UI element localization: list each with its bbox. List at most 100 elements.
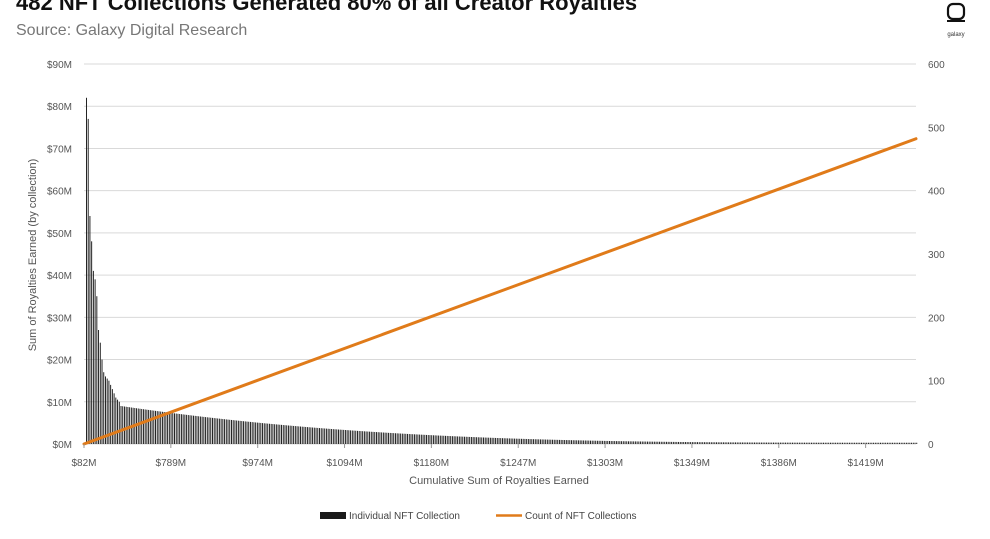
bar bbox=[332, 429, 334, 444]
bar bbox=[855, 442, 857, 444]
bar bbox=[118, 401, 120, 444]
bar bbox=[557, 439, 559, 444]
bar bbox=[205, 417, 207, 444]
bar bbox=[812, 442, 814, 444]
bar bbox=[515, 438, 517, 444]
bar bbox=[274, 424, 276, 444]
bar bbox=[125, 406, 127, 444]
bar bbox=[206, 417, 208, 444]
bar bbox=[861, 442, 862, 444]
bar bbox=[617, 441, 619, 444]
bar bbox=[657, 441, 659, 444]
bar bbox=[329, 428, 331, 444]
bar bbox=[474, 437, 476, 444]
bar bbox=[322, 428, 324, 444]
bar bbox=[564, 440, 566, 444]
bar bbox=[215, 418, 217, 444]
bar bbox=[520, 438, 522, 444]
bar bbox=[92, 270, 94, 444]
bar bbox=[234, 420, 236, 444]
y-right-tick-label: 400 bbox=[928, 187, 945, 198]
bar bbox=[313, 427, 315, 444]
chart-subtitle: Source: Galaxy Digital Research bbox=[16, 22, 248, 39]
bar bbox=[500, 438, 502, 444]
bar bbox=[441, 435, 443, 444]
bar bbox=[231, 419, 232, 444]
legend-label-bars: Individual NFT Collection bbox=[349, 511, 460, 522]
bar bbox=[251, 422, 253, 444]
bar bbox=[886, 442, 888, 444]
bar bbox=[298, 426, 300, 444]
bar bbox=[287, 425, 289, 444]
bar bbox=[819, 442, 821, 444]
bar bbox=[688, 442, 690, 444]
bar bbox=[339, 429, 341, 444]
bar bbox=[909, 442, 911, 444]
bar bbox=[804, 442, 806, 444]
bar bbox=[733, 442, 735, 444]
bar bbox=[350, 430, 352, 444]
bar bbox=[852, 442, 854, 444]
bar bbox=[470, 437, 472, 444]
bar bbox=[186, 414, 188, 444]
bar bbox=[167, 412, 169, 444]
bar bbox=[569, 440, 571, 444]
y-right-tick-label: 100 bbox=[928, 377, 945, 388]
bar bbox=[588, 440, 590, 444]
bar bbox=[267, 423, 269, 444]
bar bbox=[595, 440, 597, 444]
bar bbox=[880, 442, 881, 444]
bar bbox=[691, 442, 693, 444]
bar bbox=[113, 393, 115, 444]
bar bbox=[700, 442, 702, 444]
bar bbox=[883, 442, 885, 444]
bar bbox=[577, 440, 579, 444]
bar bbox=[502, 438, 503, 444]
bar bbox=[394, 433, 396, 444]
y-left-tick-label: $0M bbox=[53, 440, 72, 451]
bar bbox=[353, 430, 355, 444]
bar bbox=[426, 434, 427, 444]
bar bbox=[317, 427, 319, 444]
bar bbox=[168, 412, 170, 444]
bar bbox=[904, 442, 906, 444]
bar bbox=[755, 442, 757, 444]
bar bbox=[86, 97, 87, 444]
bar bbox=[187, 415, 189, 444]
bar bbox=[489, 437, 491, 444]
bar bbox=[802, 442, 804, 444]
bar bbox=[98, 330, 100, 444]
bar bbox=[878, 442, 880, 444]
bar bbox=[137, 408, 139, 444]
bar bbox=[508, 438, 510, 444]
bar bbox=[714, 442, 716, 444]
bar bbox=[420, 434, 422, 444]
bar bbox=[153, 410, 155, 444]
bar bbox=[579, 440, 581, 444]
bar bbox=[163, 412, 165, 444]
bar bbox=[469, 436, 471, 444]
bar bbox=[103, 372, 105, 444]
bar bbox=[248, 421, 250, 444]
bar bbox=[697, 442, 698, 444]
bar bbox=[236, 420, 238, 444]
bar bbox=[602, 440, 604, 444]
bar bbox=[343, 429, 345, 444]
bar bbox=[434, 435, 436, 444]
bar bbox=[151, 410, 153, 444]
bar bbox=[491, 437, 493, 444]
bar bbox=[826, 442, 828, 444]
bar bbox=[403, 433, 405, 444]
bar bbox=[505, 438, 507, 444]
bar bbox=[453, 436, 455, 444]
bar bbox=[203, 416, 205, 444]
bar bbox=[229, 419, 231, 444]
y-axis-label: Sum of Royalties Earned (by collection) bbox=[27, 159, 39, 352]
bar bbox=[916, 442, 918, 444]
bar bbox=[419, 434, 421, 444]
bar bbox=[148, 409, 150, 444]
bar bbox=[750, 442, 752, 444]
x-tick-label: $1419M bbox=[848, 458, 884, 469]
bar bbox=[703, 442, 705, 444]
bar bbox=[621, 441, 623, 444]
